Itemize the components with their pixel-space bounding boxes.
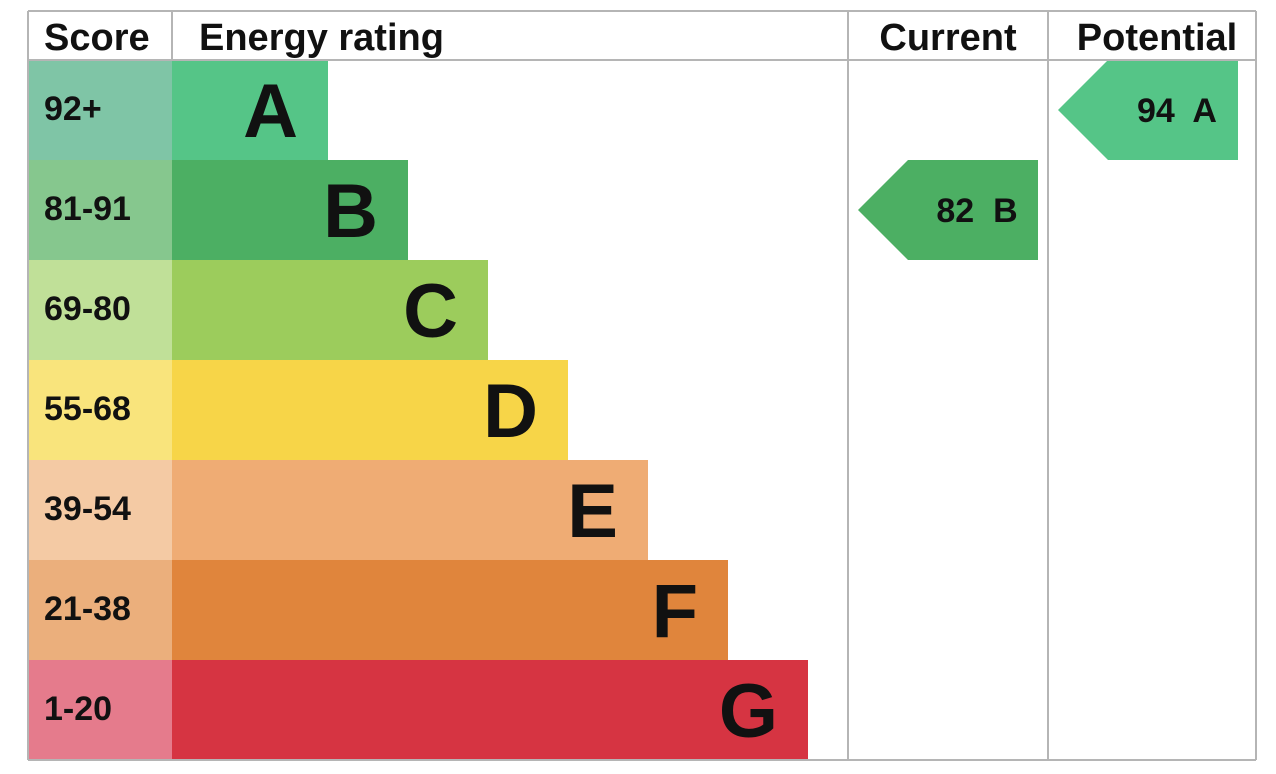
band-letter-a: A: [243, 69, 298, 154]
band-bar-b: [172, 160, 408, 260]
energy-rating-header: Energy rating: [199, 17, 444, 59]
band-bar-c: [172, 260, 488, 360]
potential-header: Potential: [1077, 17, 1237, 59]
score-cell-g: [28, 660, 172, 760]
score-cell-e: [28, 460, 172, 560]
score-header: Score: [44, 17, 150, 59]
band-letter-b: B: [323, 169, 378, 254]
score-cell-c: [28, 260, 172, 360]
band-bar-e: [172, 460, 648, 560]
score-range-c: 69-80: [44, 290, 131, 328]
band-letter-g: G: [719, 669, 778, 754]
score-cell-d: [28, 360, 172, 460]
band-letter-e: E: [567, 469, 618, 554]
band-bar-d: [172, 360, 568, 460]
score-range-e: 39-54: [44, 490, 131, 528]
score-cell-f: [28, 560, 172, 660]
band-bar-a: [172, 60, 328, 160]
band-letter-f: F: [652, 569, 698, 654]
rating-arrows: 82 B 94 A: [858, 60, 1238, 260]
score-range-g: 1-20: [44, 690, 112, 728]
current-header: Current: [879, 17, 1017, 59]
score-cell-b: [28, 160, 172, 260]
potential-rating-label: 94 A: [1137, 92, 1217, 130]
current-rating-label: 82 B: [936, 192, 1017, 230]
score-range-a: 92+: [44, 90, 102, 128]
band-bar-g: [172, 660, 808, 760]
score-range-d: 55-68: [44, 390, 131, 428]
table-grid: [27, 10, 1257, 761]
score-cell-a: [28, 60, 172, 160]
band-letter-d: D: [483, 369, 538, 454]
potential-arrow: [1058, 60, 1238, 160]
current-arrow: [858, 160, 1038, 260]
score-range-b: 81-91: [44, 190, 131, 228]
band-rows: 92+ A 81-91 B 69-80 C 55-68 D 39-54 E 21-38 F 1-20 G: [28, 60, 808, 760]
band-bar-f: [172, 560, 728, 660]
band-letter-c: C: [403, 269, 458, 354]
score-range-f: 21-38: [44, 590, 131, 628]
